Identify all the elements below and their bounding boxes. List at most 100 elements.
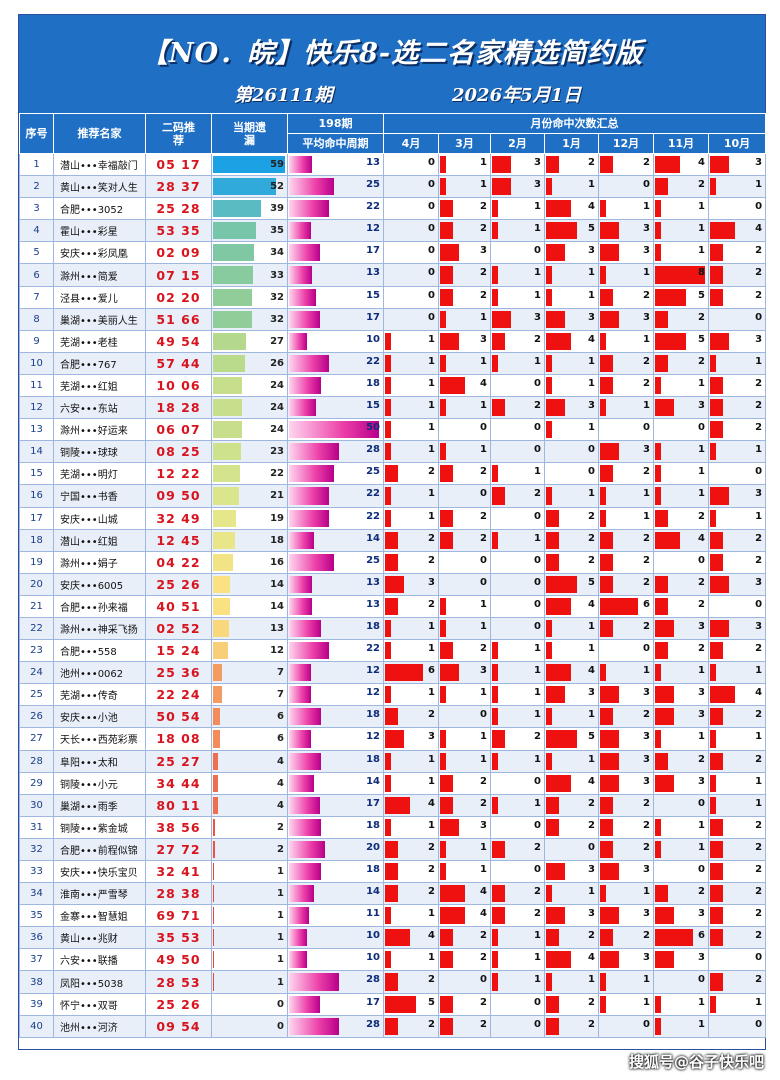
month-hit-bar [546,332,571,350]
table-row: 32 合肥•••前程似锦 27 72 2 20 2 1 2 0 2 1 2 [19,837,767,862]
row-index: 2 [19,175,54,199]
month-hit-count: 0 [598,639,654,663]
pick-numbers: 25 27 [145,749,212,773]
month-hit-value: 1 [480,731,487,743]
month-hit-value: 3 [534,311,541,323]
month-hit-count: 2 [598,373,654,398]
month-hit-bar [710,642,723,660]
month-hit-value: 1 [698,1018,705,1030]
miss-bar [213,200,261,218]
row-index: 17 [19,506,54,530]
month-hit-bar [440,1017,453,1035]
month-hit-count: 0 [653,418,709,442]
current-miss: 14 [211,594,288,618]
month-hit-value: 1 [480,157,487,168]
pick-numbers: 49 50 [145,948,212,972]
month-hit-value: 2 [755,289,763,301]
current-miss: 6 [211,727,288,751]
row-index-text: 4 [33,225,40,237]
month-hit-value: 3 [588,400,595,412]
month-hit-value: 0 [534,1018,541,1030]
avg-bar [289,686,311,704]
month-hit-count: 1 [707,992,767,1016]
pick-numbers-text: 02 20 [156,289,201,305]
expert-name: 合肥•••孙来福 [53,594,146,618]
expert-name: 池州•••河济 [53,1014,146,1038]
month-hit-bar [600,597,638,615]
table-row: 27 天长•••西苑彩票 18 08 6 12 3 1 2 5 3 1 1 [19,727,767,751]
row-index: 18 [19,528,54,552]
month-hit-count: 1 [383,749,439,773]
month-hit-count: 2 [653,882,709,906]
miss-value: 4 [277,799,284,811]
month-hit-bar [600,708,613,726]
month-hit-count: 4 [544,594,599,618]
expert-name-text: 金寨•••智慧姐 [60,912,128,924]
avg-value: 25 [366,179,380,191]
avg-bar [289,619,322,638]
month-hit-value: 5 [588,731,595,743]
month-hit-value: 4 [755,223,763,235]
pick-numbers: 04 22 [145,550,212,574]
pick-numbers: 34 44 [145,771,212,795]
miss-bar [213,443,242,461]
avg-value: 22 [366,355,380,367]
month-hit-count: 2 [438,1014,491,1038]
month-hit-bar [710,421,723,439]
month-hit-bar [546,575,578,593]
pick-numbers-text: 53 35 [156,223,201,239]
month-hit-value: 1 [534,974,541,986]
expert-name-text: 黄山•••笑对人生 [60,183,138,195]
avg-hit-cycle: 10 [287,926,384,950]
month-hit-value: 3 [755,488,763,500]
month-hit-count: 5 [383,992,439,1016]
month-hit-bar [385,642,392,660]
miss-value: 26 [270,357,284,369]
month-hit-value: 1 [643,267,650,279]
month-hit-count: 2 [707,373,767,398]
month-hit-bar [440,332,459,350]
month-hit-count: 2 [438,285,491,309]
current-miss: 24 [211,418,288,442]
current-miss: 1 [211,970,288,994]
row-index: 13 [19,418,54,442]
miss-bar [213,332,246,350]
month-hit-count: 1 [438,683,491,707]
month-hit-bar [655,465,662,483]
month-hit-count: 2 [490,837,545,862]
pick-numbers: 18 28 [145,396,212,420]
month-hit-bar [655,708,674,726]
miss-value: 18 [270,534,284,546]
month-hit-value: 1 [534,643,541,655]
month-hit-count: 5 [653,285,709,309]
month-hit-count: 1 [490,749,545,773]
month-hit-bar [655,509,668,527]
month-hit-value: 2 [643,157,650,168]
month-hit-bar [440,642,453,660]
month-hit-count: 3 [438,661,491,685]
month-hit-value: 2 [698,311,705,323]
month-hit-value: 2 [480,510,487,522]
avg-value: 13 [366,576,380,588]
avg-hit-cycle: 17 [287,793,384,817]
month-hit-bar [710,332,729,350]
month-hit-value: 1 [643,400,650,412]
avg-bar [289,752,322,770]
avg-hit-cycle: 17 [287,307,384,331]
month-hit-count: 0 [653,550,709,574]
avg-hit-cycle: 22 [287,506,384,530]
month-hit-count: 0 [707,1014,767,1038]
month-hit-count: 2 [490,396,545,420]
month-hit-bar [546,421,553,439]
avg-bar [289,465,334,483]
month-hit-count: 2 [598,462,654,486]
table-row: 3 合肥•••3052 25 28 39 22 0 2 1 4 1 1 0 [19,197,767,221]
month-hit-value: 1 [755,731,763,743]
month-hit-count: 1 [544,175,599,199]
month-hit-count: 2 [707,882,767,906]
expert-name: 潜山•••幸福敲门 [53,152,146,177]
miss-value: 24 [270,402,284,414]
month-hit-value: 5 [698,333,705,345]
month-hit-value: 0 [428,311,435,323]
month-hit-count: 2 [598,837,654,862]
